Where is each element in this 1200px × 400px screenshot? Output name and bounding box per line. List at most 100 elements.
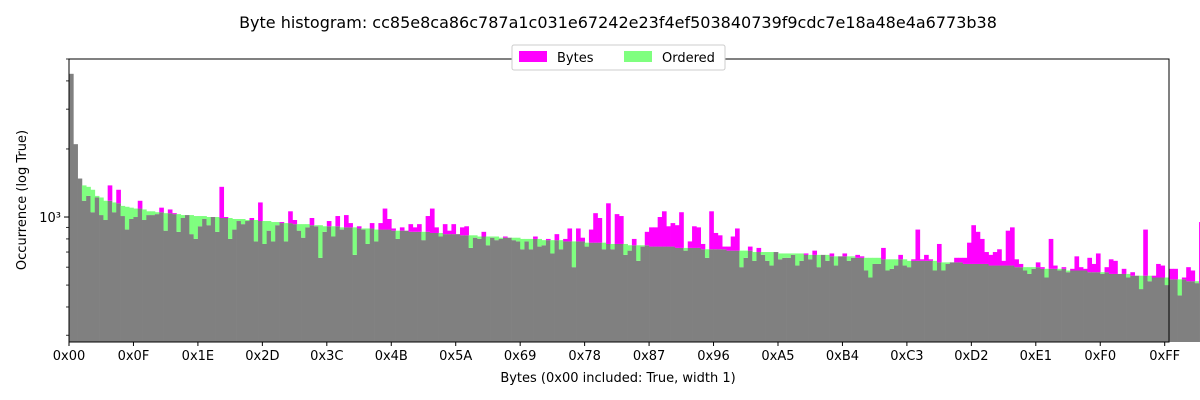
bar-overlap: [1040, 268, 1045, 342]
bar-bytes: [631, 238, 637, 246]
bar-bytes: [1091, 263, 1097, 273]
bar-ordered: [120, 205, 126, 217]
bar-overlap: [533, 238, 538, 342]
bar-bytes: [958, 257, 964, 263]
bar-overlap: [1065, 272, 1071, 342]
bar-ordered: [524, 238, 530, 242]
bar-overlap: [176, 231, 182, 342]
bar-overlap: [322, 231, 328, 342]
bar-overlap: [142, 220, 147, 342]
bar-overlap: [580, 241, 585, 342]
bar-overlap: [352, 254, 358, 342]
bar-ordered: [266, 221, 272, 231]
bar-ordered: [550, 240, 555, 254]
bar-ordered: [124, 206, 130, 230]
bar-ordered: [111, 202, 117, 213]
bar-overlap: [739, 267, 744, 342]
bar-overlap: [1156, 277, 1161, 342]
bar-overlap: [1147, 281, 1153, 342]
bar-ordered: [472, 235, 478, 238]
bar-ordered: [816, 254, 822, 268]
bar-overlap: [103, 220, 109, 342]
bar-overlap: [872, 263, 878, 342]
bar-overlap: [571, 267, 577, 342]
bar-bytes: [554, 234, 560, 241]
bar-overlap: [485, 245, 491, 342]
bar-ordered: [537, 238, 543, 247]
bar-overlap: [1194, 283, 1200, 342]
bar-bytes: [666, 226, 671, 247]
bar-overlap: [709, 249, 714, 342]
bar-overlap: [881, 259, 886, 342]
bar-overlap: [86, 195, 91, 342]
bar-overlap: [1074, 270, 1080, 342]
bar-overlap: [945, 263, 951, 342]
bar-bytes: [107, 185, 113, 201]
bar-overlap: [1108, 273, 1114, 342]
bar-bytes: [1156, 263, 1161, 278]
bar-ordered: [825, 254, 830, 261]
bar-overlap: [769, 265, 775, 342]
bar-overlap: [408, 231, 414, 342]
bar-bytes: [588, 229, 594, 243]
bar-overlap: [1138, 289, 1144, 342]
bar-bytes: [580, 237, 585, 242]
bar-bytes: [442, 224, 448, 235]
bar-overlap: [382, 229, 388, 342]
bar-ordered: [760, 252, 766, 255]
bar-overlap: [520, 249, 525, 342]
bar-overlap: [661, 246, 667, 342]
bar-ordered: [558, 240, 564, 250]
bar-overlap: [460, 235, 465, 342]
bar-bytes: [425, 216, 431, 232]
bar-bytes: [1070, 268, 1075, 271]
bar-bytes: [1130, 272, 1135, 276]
bar-overlap: [825, 260, 830, 342]
bar-overlap: [752, 260, 757, 342]
bar-overlap: [610, 249, 616, 342]
bar-bytes: [679, 212, 684, 248]
bar-bytes: [563, 238, 568, 242]
bar-ordered: [863, 257, 869, 271]
bar-overlap: [279, 223, 285, 342]
y-ticks: 10³: [39, 58, 69, 336]
bar-ordered: [906, 260, 912, 268]
bar-overlap: [240, 224, 246, 342]
bar-overlap: [185, 215, 190, 342]
x-tick-label: 0x0F: [118, 349, 150, 364]
x-tick-label: 0xFF: [1149, 349, 1180, 364]
legend-label-ordered: Ordered: [662, 51, 715, 66]
bar-bytes: [292, 220, 298, 225]
bar-bytes: [335, 216, 341, 227]
bar-bytes: [859, 256, 865, 258]
bar-overlap: [803, 254, 809, 342]
bar-ordered: [301, 224, 306, 238]
bar-ordered: [395, 230, 401, 239]
bar-bytes: [726, 246, 732, 251]
legend: Bytes Ordered: [511, 44, 726, 71]
bar-bytes: [992, 252, 998, 266]
bar-bytes: [1121, 268, 1127, 274]
bar-bytes: [954, 257, 959, 263]
bar-overlap: [189, 234, 194, 342]
bar-ordered: [1031, 267, 1037, 269]
bar-overlap: [988, 265, 994, 342]
bar-overlap: [154, 214, 160, 342]
bar-ordered: [1057, 268, 1062, 271]
bar-overlap: [631, 245, 637, 342]
bar-overlap: [249, 220, 255, 342]
bar-overlap: [554, 240, 560, 342]
bar-ordered: [795, 253, 800, 266]
bar-ordered: [270, 222, 276, 242]
bar-overlap: [1022, 270, 1028, 342]
bar-ordered: [528, 238, 534, 250]
bar-overlap: [820, 254, 826, 342]
bar-overlap: [365, 243, 371, 342]
bar-overlap: [593, 242, 598, 342]
bar-bytes: [936, 243, 942, 263]
bar-overlap: [223, 218, 229, 342]
bar-bytes: [597, 218, 603, 243]
bar-overlap: [227, 238, 233, 342]
bar-overlap: [490, 237, 495, 342]
x-tick-label: 0x1E: [182, 349, 214, 364]
